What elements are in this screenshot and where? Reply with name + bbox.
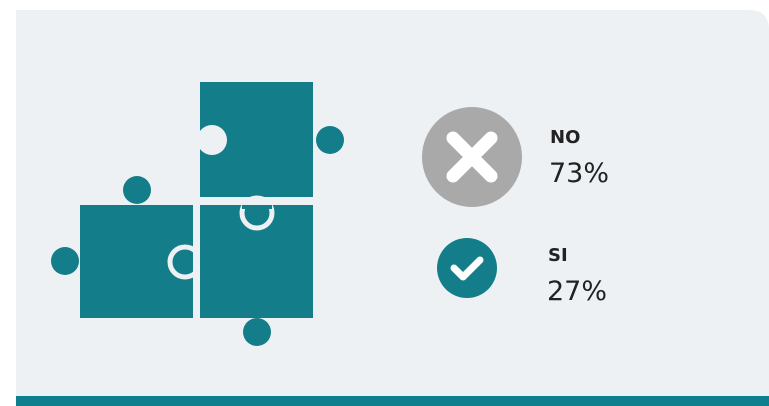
- item-label: SI: [548, 245, 568, 266]
- panel: [16, 10, 769, 396]
- item-value: 27%: [547, 276, 607, 307]
- item-label: NO: [550, 127, 580, 148]
- bottom-bar: [16, 396, 769, 406]
- no-icon: [422, 107, 522, 207]
- infographic: NO 73% SI 27%: [0, 0, 769, 406]
- item-value: 73%: [549, 158, 609, 189]
- si-icon: [437, 238, 497, 298]
- page: NO 73% SI 27% (() => { const data = JSON…: [0, 0, 769, 406]
